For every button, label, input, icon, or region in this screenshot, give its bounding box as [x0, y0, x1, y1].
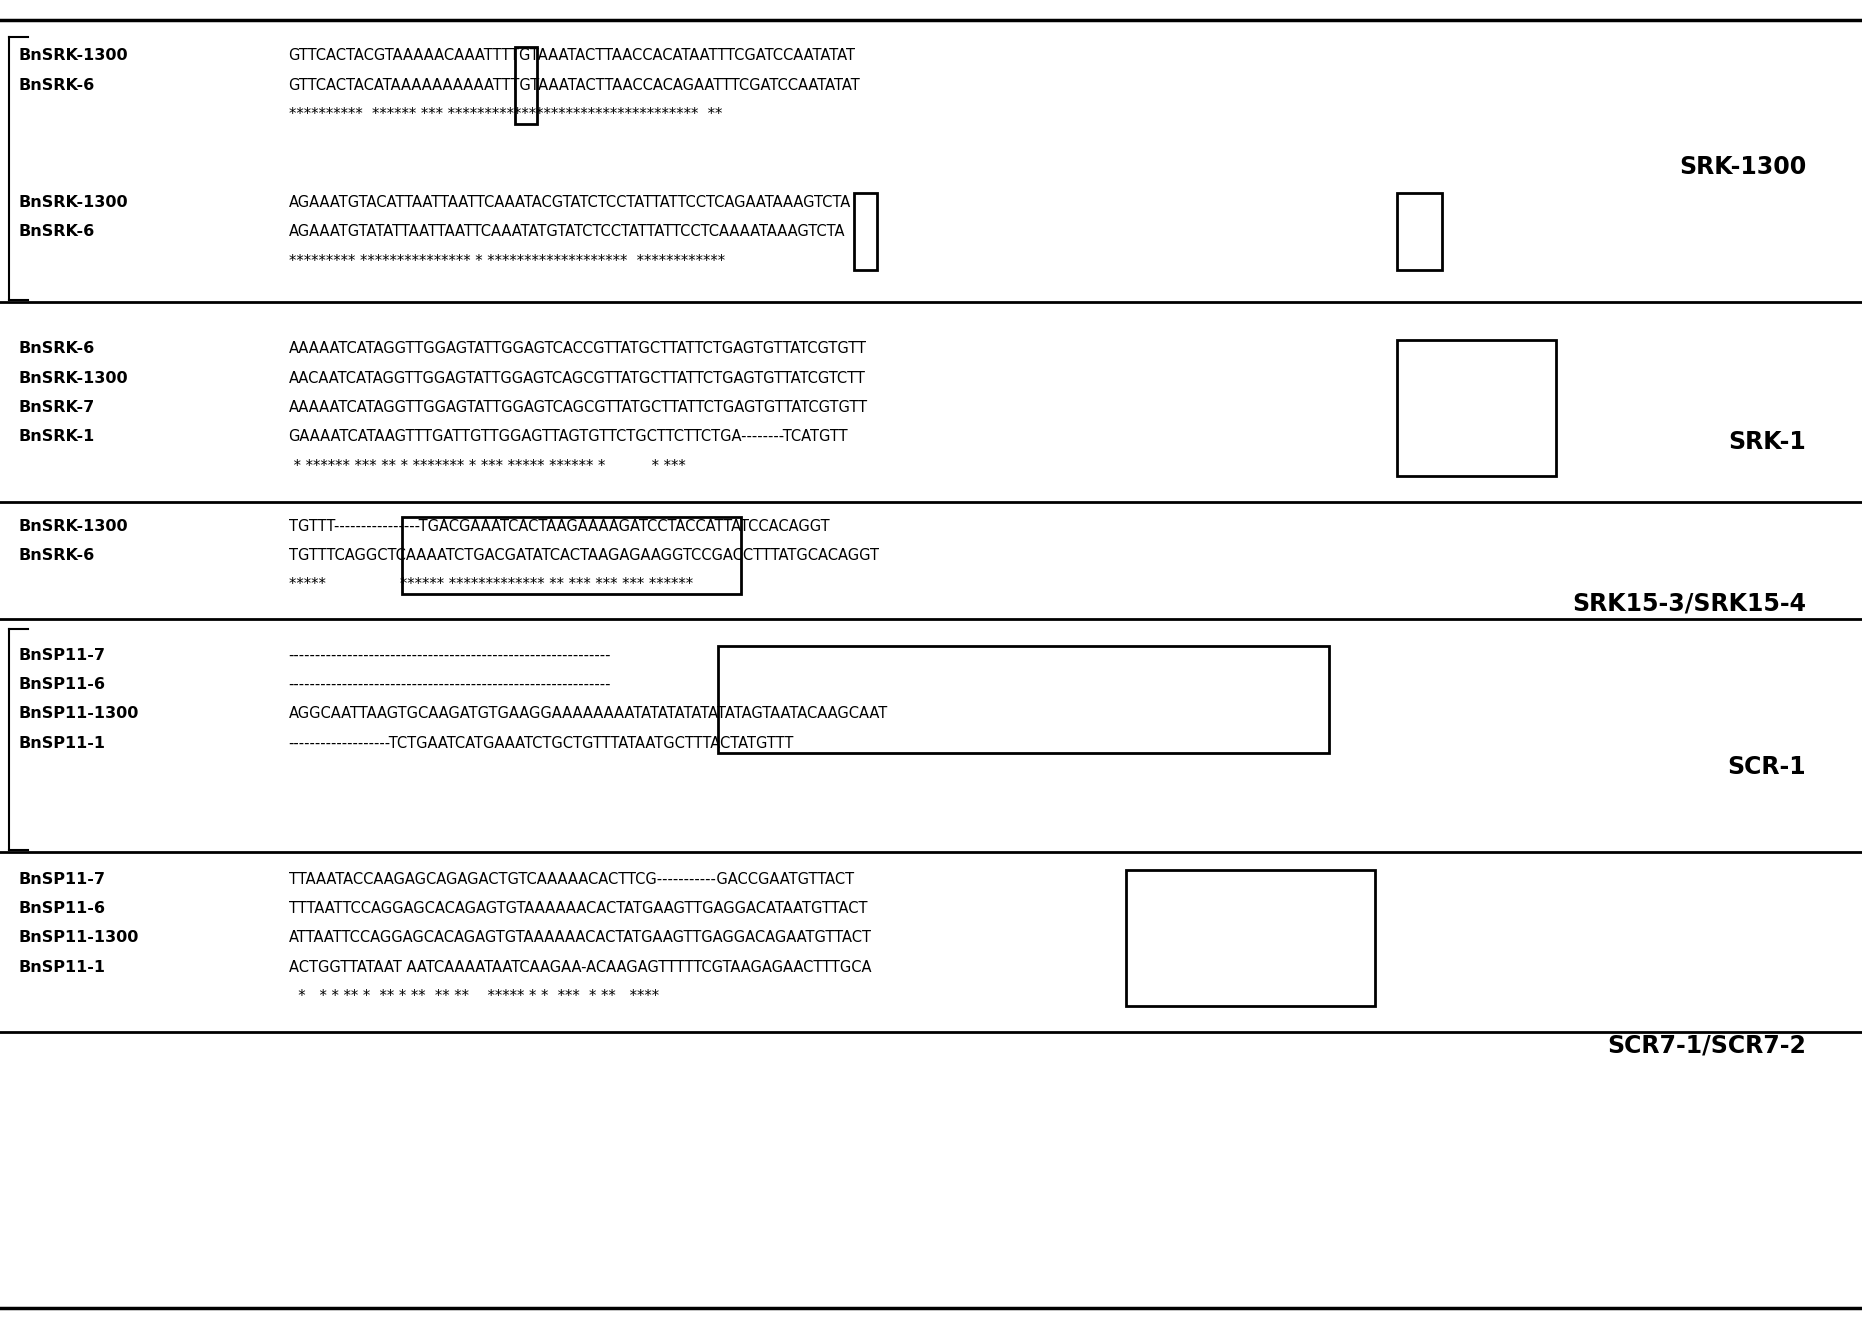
Text: BnSRK-7: BnSRK-7	[19, 400, 95, 416]
Text: BnSRK-6: BnSRK-6	[19, 341, 95, 357]
Text: AAAAATCATAGGTTGGAGTATTGGAGTCACCGTTATGCTTATTCTGAGTGTTATCGTGTT: AAAAATCATAGGTTGGAGTATTGGAGTCACCGTTATGCTT…	[289, 341, 866, 357]
Text: AGAAATGTATATTAATTAATTCAAATATGTATCTCCTATTATTCCTCAAAATAAAGTCTA: AGAAATGTATATTAATTAATTCAAATATGTATCTCCTATT…	[289, 224, 845, 240]
Text: ------------------------------------------------------------: ----------------------------------------…	[289, 677, 611, 693]
Text: ********* *************** * *******************  ************: ********* *************** * ************…	[289, 253, 724, 269]
Text: BnSRK-6: BnSRK-6	[19, 77, 95, 93]
Text: BnSP11-1300: BnSP11-1300	[19, 706, 140, 722]
Text: ------------------------------------------------------------: ----------------------------------------…	[289, 647, 611, 663]
Text: AGAAATGTACATTAATTAATTCAAATACGTATCTCCTATTATTCCTCAGAATAAAGTCTA: AGAAATGTACATTAATTAATTCAAATACGTATCTCCTATT…	[289, 194, 851, 210]
Bar	[719, 646, 1329, 753]
Text: GTTCACTACGTAAAAACAAATTTTGTAAATACTTAACCACATAATTTCGATCCAATATAT: GTTCACTACGTAAAAACAAATTTTGTAAATACTTAACCAC…	[289, 48, 857, 64]
Text: BnSP11-1300: BnSP11-1300	[19, 930, 140, 946]
Bar	[855, 193, 877, 270]
Text: TTAAATACCAAGAGCAGAGACTGTCAAAAACACTTCG-----------GACCGAATGTTACT: TTAAATACCAAGAGCAGAGACTGTCAAAAACACTTCG---…	[289, 871, 855, 887]
Bar	[1396, 193, 1443, 270]
Text: ATTAATTCCAGGAGCACAGAGTGTAAAAAACACTATGAAGTTGAGGACAGAATGTTACT: ATTAATTCCAGGAGCACAGAGTGTAAAAAACACTATGAAG…	[289, 930, 871, 946]
Text: AAAAATCATAGGTTGGAGTATTGGAGTCAGCGTTATGCTTATTCTGAGTGTTATCGTGTT: AAAAATCATAGGTTGGAGTATTGGAGTCAGCGTTATGCTT…	[289, 400, 868, 416]
Text: BnSRK-1300: BnSRK-1300	[19, 518, 128, 534]
Text: BnSRK-1: BnSRK-1	[19, 429, 95, 445]
Text: TTTAATTCCAGGAGCACAGAGTGTAAAAAACACTATGAAGTTGAGGACATAATGTTACT: TTTAATTCCAGGAGCACAGAGTGTAAAAAACACTATGAAG…	[289, 900, 868, 916]
Text: BnSRK-1300: BnSRK-1300	[19, 48, 128, 64]
Bar	[402, 517, 741, 594]
Text: AACAATCATAGGTTGGAGTATTGGAGTCAGCGTTATGCTTATTCTGAGTGTTATCGTCTT: AACAATCATAGGTTGGAGTATTGGAGTCAGCGTTATGCTT…	[289, 370, 866, 386]
Text: SRK-1300: SRK-1300	[1680, 155, 1806, 178]
Bar	[1127, 870, 1374, 1006]
Text: GTTCACTACATAAAAAAAAAATTTGTAAATACTTAACCACAGAATTTCGATCCAATATAT: GTTCACTACATAAAAAAAAAATTTGTAAATACTTAACCAC…	[289, 77, 860, 93]
Text: AGGCAATTAAGTGCAAGATGTGAAGGAAAAAAAATATATATATATATAGTAATACAAGCAAT: AGGCAATTAAGTGCAAGATGTGAAGGAAAAAAAATATATA…	[289, 706, 888, 722]
Text: TGTTTCAGGCTCAAAATCTGACGATATCACTAAGAGAAGGTCCGACCTTTATGCACAGGT: TGTTTCAGGCTCAAAATCTGACGATATCACTAAGAGAAGG…	[289, 547, 879, 563]
Bar	[514, 47, 538, 124]
Text: -------------------TCTGAATCATGAAATCTGCTGTTTATAATGCTTTACTATGTTT: -------------------TCTGAATCATGAAATCTGCTG…	[289, 735, 793, 751]
Text: BnSP11-7: BnSP11-7	[19, 871, 106, 887]
Text: BnSRK-6: BnSRK-6	[19, 224, 95, 240]
Text: **********  ****** *** **********************************  **: ********** ****** *** ******************…	[289, 107, 722, 123]
Text: * ****** *** ** * ******* * *** ***** ****** *          * ***: * ****** *** ** * ******* * *** ***** **…	[289, 458, 685, 474]
Text: BnSP11-6: BnSP11-6	[19, 900, 106, 916]
Text: BnSRK-1300: BnSRK-1300	[19, 370, 128, 386]
Text: SCR7-1/SCR7-2: SCR7-1/SCR7-2	[1607, 1034, 1806, 1058]
Text: BnSP11-1: BnSP11-1	[19, 735, 106, 751]
Text: BnSP11-1: BnSP11-1	[19, 959, 106, 975]
Text: SRK15-3/SRK15-4: SRK15-3/SRK15-4	[1572, 591, 1806, 615]
Bar	[1396, 340, 1555, 476]
Text: TGTTT----------------TGACGAAATCACTAAGAAAAGATCCTACCATTATCCACAGGT: TGTTT----------------TGACGAAATCACTAAGAAA…	[289, 518, 829, 534]
Text: *   * * ** *  ** * **  ** **    ***** * *  ***  * **   ****: * * * ** * ** * ** ** ** ***** * * *** *…	[289, 988, 659, 1004]
Text: BnSRK-6: BnSRK-6	[19, 547, 95, 563]
Text: SRK-1: SRK-1	[1728, 430, 1806, 454]
Text: ACTGGTTATAAT AATCAAAATAATCAAGAA-ACAAGAGTTTTTCGTAAGAGAACTTTGCA: ACTGGTTATAAT AATCAAAATAATCAAGAA-ACAAGAGT…	[289, 959, 871, 975]
Text: SCR-1: SCR-1	[1728, 755, 1806, 779]
Text: BnSP11-7: BnSP11-7	[19, 647, 106, 663]
Text: BnSRK-1300: BnSRK-1300	[19, 194, 128, 210]
Text: BnSP11-6: BnSP11-6	[19, 677, 106, 693]
Text: GAAAATCATAAGTTTGATTGTTGGAGTTAGTGTTCTGCTTCTTCTGA--------TCATGTT: GAAAATCATAAGTTTGATTGTTGGAGTTAGTGTTCTGCTT…	[289, 429, 849, 445]
Text: *****                ****** ************* ** *** *** *** ******: ***** ****** ************* ** *** *** **…	[289, 577, 693, 593]
